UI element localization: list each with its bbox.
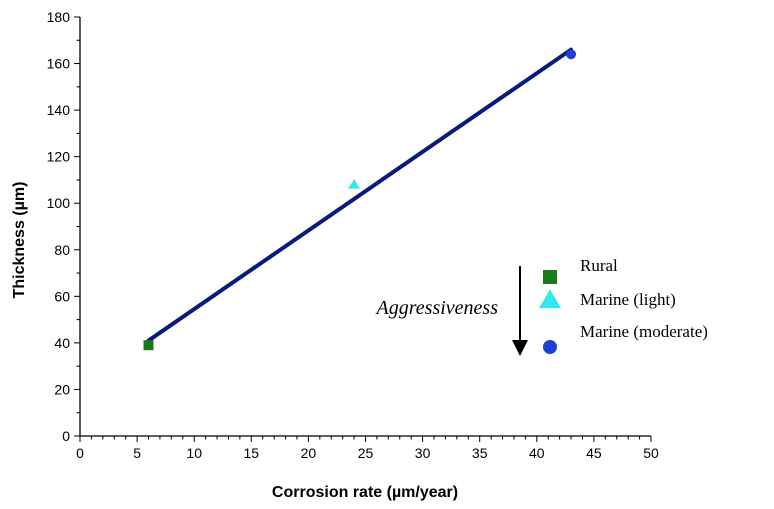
y-tick-label: 0 [62, 428, 70, 444]
y-tick-label: 20 [54, 381, 70, 397]
data-points [143, 49, 577, 351]
legend-marker [543, 270, 557, 284]
y-tick-label: 60 [54, 288, 70, 304]
fit-line [146, 47, 574, 343]
y-tick-label: 160 [47, 56, 71, 72]
x-tick-label: 30 [415, 445, 431, 461]
data-point [143, 340, 154, 351]
y-tick-label: 40 [54, 335, 70, 351]
data-point [566, 49, 577, 60]
fit-line-group [146, 47, 574, 343]
x-tick-label: 10 [186, 445, 202, 461]
x-tick-label: 0 [76, 445, 84, 461]
y-tick-label: 120 [47, 149, 71, 165]
x-tick-label: 15 [244, 445, 260, 461]
x-tick-label: 45 [586, 445, 602, 461]
y-axis-title: Thickness (µm) [11, 182, 28, 299]
legend-label: Rural [580, 256, 618, 275]
y-tick-label: 140 [47, 102, 71, 118]
x-tick-label: 25 [358, 445, 374, 461]
legend-marker [539, 289, 561, 309]
x-tick-label: 40 [529, 445, 545, 461]
legend: Rural Marine (light) Marine (moderate) [539, 256, 708, 354]
y-axis-ticks: 0 20 40 60 80 100 120 140 160 180 [47, 9, 80, 444]
x-tick-label: 5 [133, 445, 141, 461]
arrow-head [512, 340, 528, 356]
x-tick-label: 50 [643, 445, 659, 461]
aggressiveness-label: Aggressiveness [375, 297, 499, 319]
x-tick-label: 20 [301, 445, 317, 461]
axes [79, 17, 651, 437]
aggressiveness-arrow [512, 266, 528, 356]
y-tick-label: 180 [47, 9, 71, 25]
x-tick-label: 35 [472, 445, 488, 461]
legend-label: Marine (moderate) [580, 322, 708, 341]
y-tick-label: 100 [47, 195, 71, 211]
y-tick-label: 80 [54, 242, 70, 258]
legend-label: Marine (light) [580, 290, 676, 309]
x-axis-ticks: 0 5 10 15 20 25 30 35 40 45 50 [76, 436, 659, 461]
legend-marker [543, 340, 557, 354]
data-point [348, 179, 361, 189]
x-axis-title: Corrosion rate (µm/year) [272, 484, 458, 501]
